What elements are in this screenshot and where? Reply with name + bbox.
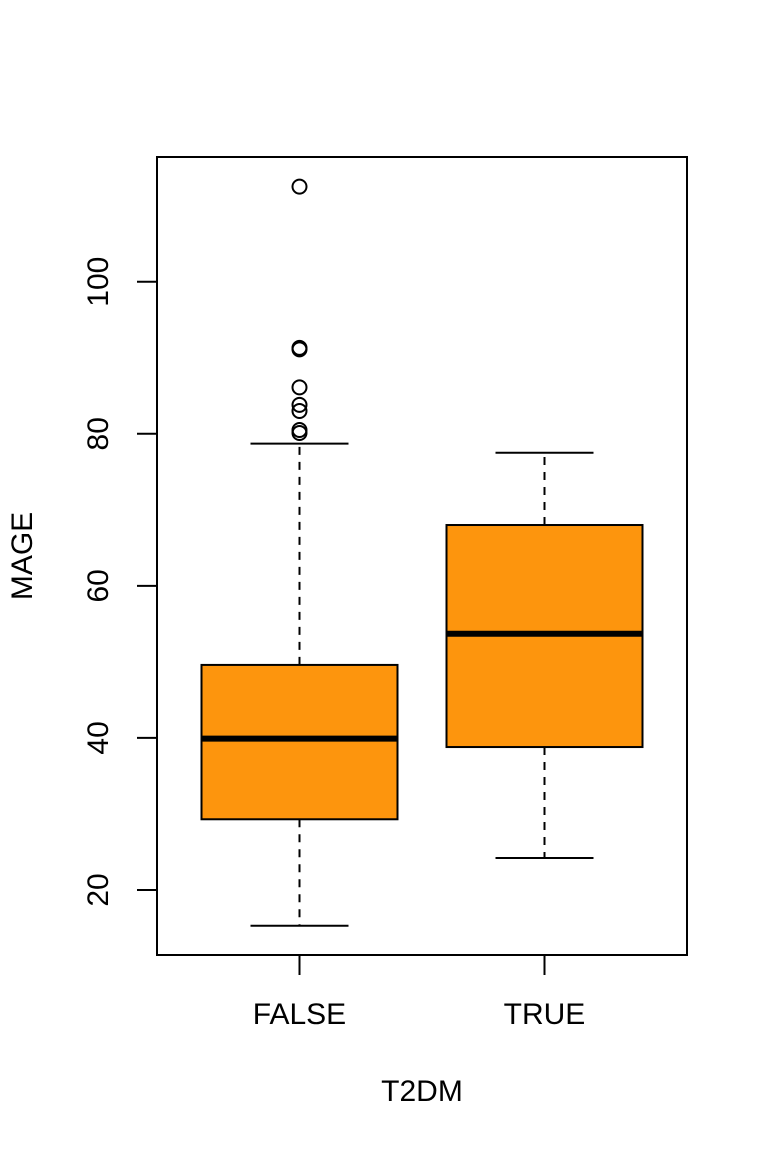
- y-tick-label: 80: [82, 417, 115, 450]
- y-tick-label: 60: [82, 569, 115, 602]
- outlier: [291, 396, 308, 413]
- x-axis-label: T2DM: [381, 1075, 463, 1108]
- outlier: [291, 178, 308, 195]
- x-tick-label: FALSE: [253, 998, 346, 1031]
- x-tick-label: TRUE: [504, 998, 586, 1031]
- plot-frame: [156, 156, 688, 956]
- outlier: [291, 341, 308, 358]
- y-tick-label: 100: [82, 257, 115, 307]
- y-tick-label: 20: [82, 873, 115, 906]
- y-axis-label: MAGE: [6, 512, 39, 600]
- outlier: [291, 402, 308, 419]
- box: [200, 663, 399, 821]
- y-tick-label: 40: [82, 721, 115, 754]
- outlier: [291, 425, 308, 442]
- outlier: [291, 379, 308, 396]
